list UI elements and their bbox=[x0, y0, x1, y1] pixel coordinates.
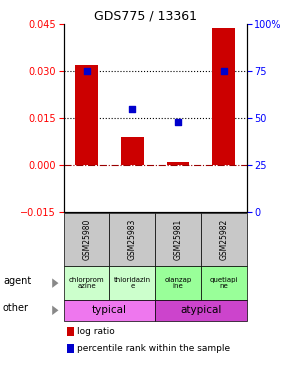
Point bbox=[221, 68, 226, 74]
Text: GSM25981: GSM25981 bbox=[173, 219, 182, 260]
Text: GDS775 / 13361: GDS775 / 13361 bbox=[93, 9, 197, 22]
Text: log ratio: log ratio bbox=[77, 327, 115, 336]
Text: thioridazin
e: thioridazin e bbox=[114, 277, 151, 290]
Point bbox=[130, 106, 135, 112]
Text: typical: typical bbox=[92, 305, 127, 315]
Text: chlorprom
azine: chlorprom azine bbox=[69, 277, 104, 290]
Text: atypical: atypical bbox=[180, 305, 222, 315]
Text: GSM25980: GSM25980 bbox=[82, 219, 91, 260]
Bar bbox=[212, 27, 235, 165]
Text: percentile rank within the sample: percentile rank within the sample bbox=[77, 344, 230, 353]
Text: quetiapi
ne: quetiapi ne bbox=[209, 277, 238, 290]
Text: other: other bbox=[3, 303, 29, 313]
Bar bbox=[121, 137, 144, 165]
Text: GSM25982: GSM25982 bbox=[219, 219, 228, 260]
Bar bbox=[75, 65, 98, 165]
Text: agent: agent bbox=[3, 276, 31, 286]
Text: GSM25983: GSM25983 bbox=[128, 219, 137, 260]
Point bbox=[84, 68, 89, 74]
Text: olanzap
ine: olanzap ine bbox=[164, 277, 192, 290]
Bar bbox=[166, 162, 189, 165]
Point bbox=[176, 119, 180, 125]
